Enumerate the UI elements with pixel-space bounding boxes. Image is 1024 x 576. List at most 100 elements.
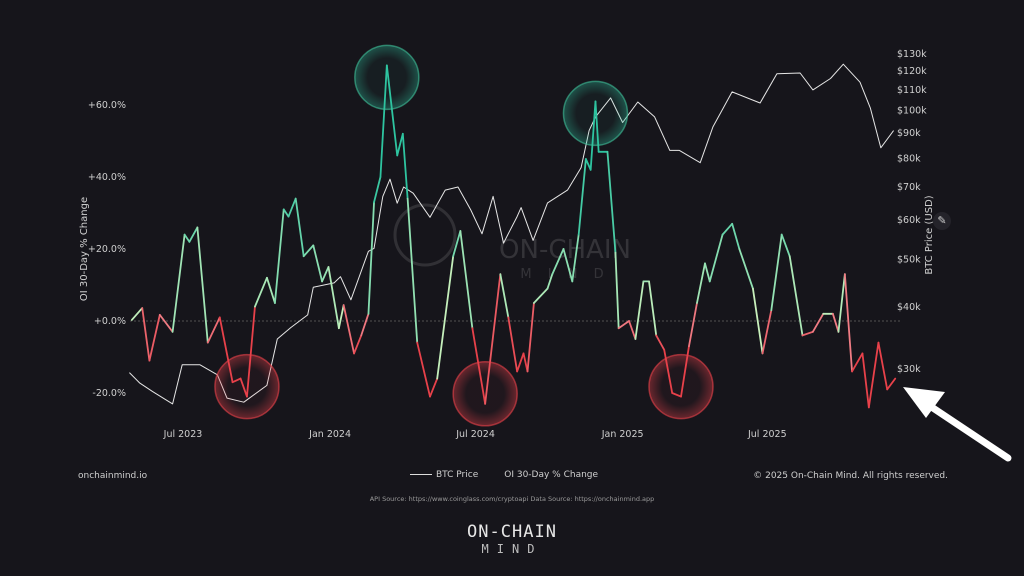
oi-line-segment xyxy=(274,208,285,304)
oi-line-segment xyxy=(130,307,144,321)
oi-line-segment xyxy=(141,307,151,362)
watermark-line2: M I N D xyxy=(520,267,609,282)
oi-line-segment xyxy=(287,197,297,218)
oi-line-segment xyxy=(851,352,864,373)
trough-highlight-circle xyxy=(648,353,714,420)
oi-line-segment xyxy=(353,334,363,355)
oi-line-segment xyxy=(867,341,880,409)
oi-line-segment xyxy=(837,273,846,333)
oi-line-segment xyxy=(770,233,783,312)
oi-line-segment xyxy=(171,233,186,333)
oi-line-segment xyxy=(861,352,870,409)
x-tick-label: Jul 2025 xyxy=(747,429,787,440)
oi-line-segment xyxy=(183,233,191,243)
api-source: API Source: https://www.coinglass.com/cr… xyxy=(369,495,655,503)
oi-line-segment xyxy=(655,334,666,351)
oi-line-segment xyxy=(367,201,375,315)
x-tick-label: Jan 2024 xyxy=(308,429,351,440)
oi-line-segment xyxy=(577,158,587,236)
x-tick-label: Jul 2023 xyxy=(163,429,203,440)
oi-line-segment xyxy=(302,244,315,258)
left-axis-title: OI 30-Day % Change xyxy=(79,197,90,301)
right-tick-label: $50k xyxy=(897,254,921,265)
oi-line-segment xyxy=(877,341,889,391)
oi-line-segment xyxy=(731,222,741,250)
left-tick-label: +40.0% xyxy=(88,172,126,183)
legend-btc[interactable]: BTC Price xyxy=(410,470,478,480)
right-tick-label: $100k xyxy=(897,105,927,116)
legend-oi[interactable]: OI 30-Day % Change xyxy=(504,470,598,480)
site-link[interactable]: onchainmind.io xyxy=(78,471,148,481)
oi-line-segment xyxy=(254,276,268,308)
oi-line-segment xyxy=(522,352,529,373)
peak-highlight-circle xyxy=(354,44,420,111)
legend-oi-label: OI 30-Day % Change xyxy=(504,470,599,480)
oi-line-segment xyxy=(158,313,174,333)
oi-line-segment xyxy=(360,312,370,337)
oi-line-segment xyxy=(266,276,276,304)
oi-line-segment xyxy=(831,312,840,333)
oi-line-segment xyxy=(294,197,305,258)
oi-line-segment xyxy=(628,320,637,340)
oi-line-segment xyxy=(584,158,592,171)
oi-line-segment xyxy=(327,266,340,330)
right-tick-label: $120k xyxy=(897,66,927,77)
oi-line-segment xyxy=(752,287,764,355)
peak-highlight-circle xyxy=(562,80,629,147)
right-tick-label: $110k xyxy=(897,85,927,96)
pencil-icon[interactable]: ✎ xyxy=(933,212,951,230)
oi-line-segment xyxy=(516,352,525,373)
trough-highlight-circle xyxy=(452,361,518,427)
oi-line-segment xyxy=(708,233,724,283)
oi-line-segment xyxy=(416,341,431,398)
oi-line-segment xyxy=(507,316,519,373)
left-tick-label: +60.0% xyxy=(88,100,126,111)
oi-line-segment xyxy=(614,251,620,330)
right-axis-title: BTC Price (USD) xyxy=(924,195,935,274)
oi-line-segment xyxy=(648,280,658,337)
oi-line-segment xyxy=(188,226,199,243)
right-tick-label: $30k xyxy=(897,364,921,375)
oi-line-segment xyxy=(634,280,645,340)
oi-line-segment xyxy=(406,197,419,344)
oi-line-segment xyxy=(801,330,814,337)
trough-highlight-circle xyxy=(214,353,280,420)
arrow-annotation xyxy=(903,387,1012,462)
oi-line-segment xyxy=(546,273,554,290)
oi-line-segment xyxy=(401,132,409,200)
watermark-line1: ON-CHAIN xyxy=(499,235,631,265)
oi-line-segment xyxy=(452,230,462,258)
oi-line-segment xyxy=(688,302,698,348)
x-tick-label: Jul 2024 xyxy=(455,429,495,440)
oi-line-segment xyxy=(738,248,754,290)
oi-line-segment xyxy=(342,304,355,355)
oi-line-segment xyxy=(312,244,323,283)
oi-line-segment xyxy=(843,273,853,373)
left-tick-label: +0.0% xyxy=(94,316,126,327)
oi-line-segment xyxy=(436,255,455,380)
oi-line-segment xyxy=(396,132,404,157)
oi-line-segment xyxy=(499,273,510,319)
oi-line-segment xyxy=(571,233,580,283)
oi-line-segment xyxy=(617,320,630,330)
right-tick-label: $40k xyxy=(897,302,921,313)
btc-price-line xyxy=(129,63,895,405)
oi-line-segment xyxy=(696,262,706,304)
oi-line-segment xyxy=(562,248,574,283)
left-tick-label: -20.0% xyxy=(92,388,126,399)
oi-line-segment xyxy=(459,230,474,330)
watermark: ON-CHAIN M I N D xyxy=(393,203,631,282)
oi-line-segment xyxy=(321,266,330,283)
oi-line-segment xyxy=(551,248,565,276)
oi-line-segment xyxy=(533,287,549,304)
legend: BTC Price OI 30-Day % Change xyxy=(410,470,598,480)
logo-line2: MIND xyxy=(481,542,543,556)
right-tick-label: $60k xyxy=(897,215,921,226)
oi-line-segment xyxy=(373,176,382,204)
right-tick-label: $80k xyxy=(897,153,921,164)
oi-line-segment xyxy=(337,304,345,330)
legend-btc-label: BTC Price xyxy=(436,470,479,480)
right-tick-label: $130k xyxy=(897,49,927,60)
oi-line-segment xyxy=(780,233,791,258)
